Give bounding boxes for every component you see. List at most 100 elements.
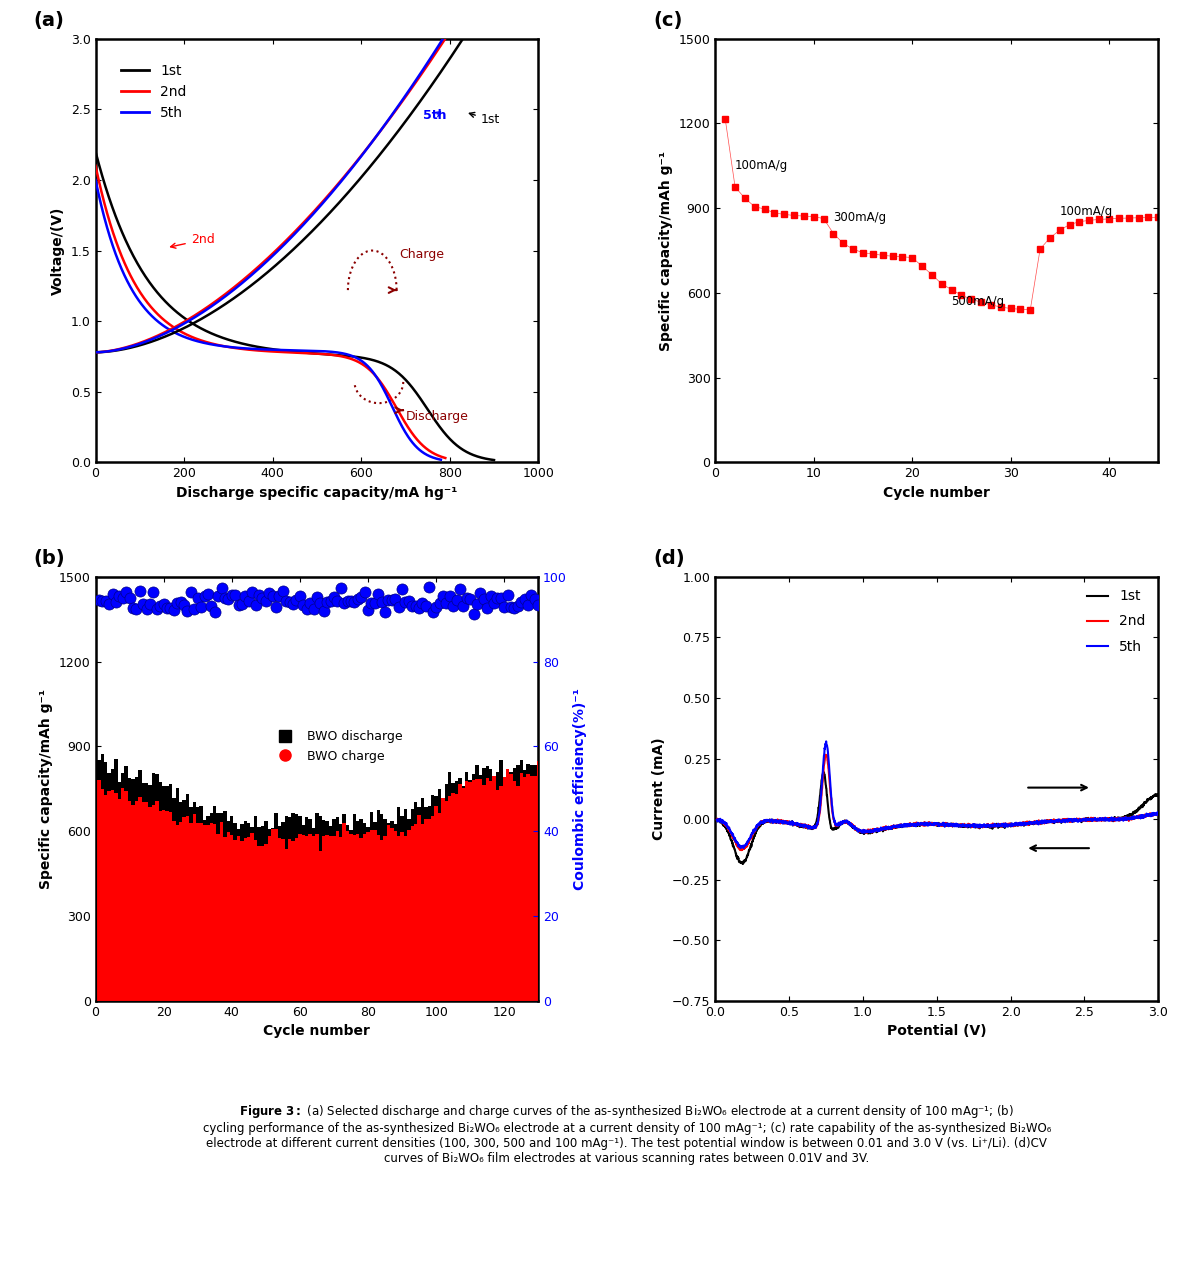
Bar [264, 820, 267, 1001]
X-axis label: Cycle number: Cycle number [264, 1024, 370, 1038]
Bar [431, 795, 435, 1001]
Bar [534, 765, 536, 1001]
Bar [295, 814, 298, 1001]
Bar [367, 827, 370, 1001]
Bar [135, 801, 139, 1001]
Bar [213, 806, 216, 1001]
Bar [503, 779, 506, 1001]
Bar [404, 809, 407, 1001]
Bar [162, 810, 165, 1001]
Bar [254, 815, 257, 1001]
Bar [165, 810, 168, 1001]
Bar [210, 813, 213, 1001]
Bar [260, 826, 264, 1001]
Bar [339, 824, 343, 1001]
1st [1138, 795, 1152, 810]
Bar [472, 779, 475, 1001]
Bar [418, 808, 420, 1001]
Bar [328, 836, 332, 1001]
Bar [363, 835, 367, 1001]
Bar [407, 819, 411, 1001]
1st [736, 856, 750, 872]
Bar [339, 837, 343, 1001]
Bar [234, 840, 236, 1001]
Bar [319, 851, 322, 1001]
Bar [499, 786, 503, 1001]
Text: 300mA/g: 300mA/g [833, 211, 887, 224]
Bar [240, 824, 244, 1001]
Bar [367, 832, 370, 1001]
Text: 100mA/g: 100mA/g [1060, 206, 1113, 219]
5th [819, 733, 833, 748]
1st [817, 764, 831, 779]
Bar [448, 772, 451, 1001]
Bar [414, 802, 418, 1001]
Bar [475, 779, 479, 1001]
Text: Charge: Charge [399, 248, 444, 261]
Bar [152, 773, 155, 1001]
Bar [176, 824, 179, 1001]
5th [737, 841, 751, 856]
Bar [420, 824, 424, 1001]
Bar [499, 760, 503, 1001]
Bar [244, 837, 247, 1001]
Bar [100, 788, 104, 1001]
Bar [230, 817, 234, 1001]
Bar [424, 819, 427, 1001]
Bar [486, 778, 488, 1001]
Bar [356, 820, 359, 1001]
Bar [519, 773, 523, 1001]
Bar [527, 774, 530, 1001]
Bar [207, 824, 210, 1001]
2nd [924, 817, 938, 832]
Bar [203, 826, 207, 1001]
Bar [523, 769, 527, 1001]
1st [732, 854, 746, 869]
Bar [139, 770, 142, 1001]
Bar [131, 805, 135, 1001]
Bar [462, 786, 466, 1001]
Bar [240, 841, 244, 1001]
Bar [186, 793, 189, 1001]
Bar [387, 824, 390, 1001]
Bar [227, 832, 230, 1001]
5th [1058, 813, 1072, 828]
Bar [458, 778, 462, 1001]
Bar [207, 817, 210, 1001]
Bar [363, 823, 367, 1001]
Bar [179, 822, 183, 1001]
Bar [247, 823, 251, 1001]
Bar [482, 786, 486, 1001]
Bar [458, 784, 462, 1001]
Bar [284, 817, 288, 1001]
Bar [346, 824, 350, 1001]
Bar [380, 840, 383, 1001]
Bar [506, 770, 510, 1001]
Bar [427, 806, 431, 1001]
1st [924, 815, 938, 831]
5th [732, 838, 746, 854]
Bar [411, 809, 414, 1001]
Bar [144, 802, 148, 1001]
Bar [516, 786, 519, 1001]
Bar [128, 778, 131, 1001]
Bar [352, 835, 356, 1001]
Bar [192, 802, 196, 1001]
Bar [451, 783, 455, 1001]
Bar [236, 836, 240, 1001]
Bar [271, 828, 275, 1001]
Bar [424, 806, 427, 1001]
Bar [322, 820, 326, 1001]
5th [709, 811, 724, 827]
Bar [383, 819, 387, 1001]
Bar [359, 838, 363, 1001]
Bar [304, 817, 308, 1001]
Bar [519, 760, 523, 1001]
Bar [479, 775, 482, 1001]
Bar [492, 777, 496, 1001]
Bar [343, 823, 346, 1001]
Bar [275, 814, 278, 1001]
Bar [488, 782, 492, 1001]
Bar [435, 796, 438, 1001]
Bar [312, 836, 315, 1001]
